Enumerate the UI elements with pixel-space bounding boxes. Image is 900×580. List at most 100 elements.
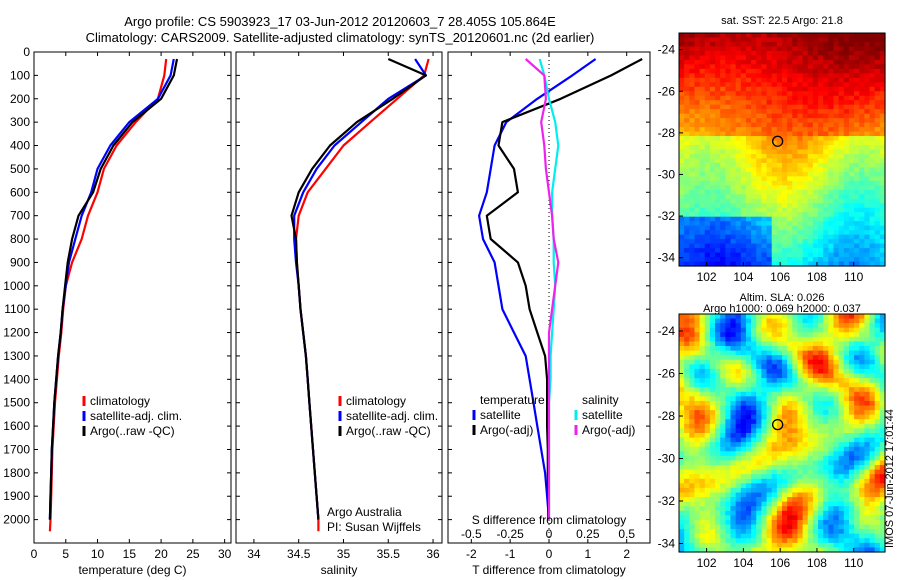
heatmap-cell [823,506,829,512]
heatmap-cell [802,86,809,92]
heatmap-cell [679,189,685,195]
heatmap-cell [818,248,824,254]
heatmap-cell [694,136,701,142]
heatmap-cell [761,221,768,227]
heatmap-cell [689,68,696,74]
heatmap-cell [807,359,814,365]
heatmap-cell [838,252,845,258]
heatmap-cell [715,474,721,480]
heatmap-cell [854,332,860,338]
heatmap-cell [787,100,793,106]
heatmap-cell [730,346,737,352]
heatmap-cell [704,355,711,361]
heatmap-cell [735,433,742,439]
heatmap-cell [818,127,824,133]
heatmap-cell [709,77,716,83]
heatmap-cell [725,318,732,324]
heatmap-cell [823,368,829,375]
heatmap-cell [818,378,824,384]
heatmap-cell [864,492,871,498]
heatmap-cell [709,519,716,526]
heatmap-cell [843,497,850,503]
heatmap-cell [879,212,886,218]
heatmap-cell [715,469,721,475]
heatmap-cell [859,410,865,416]
x-tick-label: -2 [466,547,477,561]
heatmap-cell [699,332,706,338]
heatmap-cell [776,336,783,343]
heatmap-cell [735,212,742,218]
heatmap-cell [792,478,799,484]
heatmap-cell [828,419,835,425]
heatmap-cell [859,346,865,352]
heatmap-cell [776,221,783,227]
heatmap-cell [740,180,747,186]
heatmap-cell [720,140,726,146]
heatmap-cell [843,234,850,240]
heatmap-cell [684,95,690,101]
heatmap-cell [751,519,757,526]
heatmap-cell [725,145,732,151]
heatmap-cell [725,171,732,177]
heatmap-cell [709,460,716,466]
heatmap-cell [751,46,757,52]
heatmap-cell [833,234,840,240]
heatmap-cell [699,524,706,530]
heatmap-cell [797,59,804,65]
heatmap-cell [715,239,721,245]
heatmap-cell [838,382,845,388]
heatmap-cell [771,41,778,48]
heatmap-cell [766,350,773,356]
heatmap-cell [874,167,881,173]
x-tick-label: 36 [426,547,440,561]
heatmap-cell [864,410,871,416]
heatmap-cell [879,82,886,88]
heatmap-cell [694,203,701,209]
heatmap-cell [859,91,865,97]
heatmap-cell [812,239,819,245]
heatmap-cell [859,510,865,516]
heatmap-cell [864,225,871,231]
heatmap-cell [843,68,850,74]
heatmap-cell [766,41,773,48]
heatmap-cell [833,95,840,101]
heatmap-cell [766,519,773,526]
heatmap-cell [771,77,778,83]
heatmap-cell [776,109,783,115]
heatmap-cell [776,442,783,448]
heatmap-cell [869,414,876,420]
heatmap-cell [730,109,737,115]
heatmap-cell [874,538,881,544]
heatmap-cell [797,419,804,425]
heatmap-cell [879,153,886,160]
heatmap-cell [854,104,860,110]
heatmap-cell [802,524,809,530]
heatmap-cell [704,446,711,452]
heatmap-cell [782,341,788,347]
heatmap-cell [879,221,886,227]
heatmap-cell [848,189,855,195]
heatmap-cell [838,419,845,425]
heatmap-cell [869,41,876,48]
heatmap-cell [869,469,876,475]
heatmap-cell [879,368,886,375]
heatmap-cell [823,158,829,164]
heatmap-cell [848,350,855,356]
heatmap-cell [787,221,793,227]
heatmap-cell [828,158,835,164]
heatmap-cell [735,252,742,258]
heatmap-cell [704,368,711,375]
heatmap-cell [766,497,773,503]
heatmap-cell [745,510,752,516]
heatmap-cell [684,547,690,553]
heatmap-cell [797,153,804,160]
heatmap-cell [704,185,711,191]
heatmap-cell [859,73,865,79]
heatmap-cell [689,41,696,48]
heatmap-cell [782,547,788,553]
heatmap-cell [833,167,840,173]
heatmap-cell [787,327,793,333]
heatmap-cell [812,396,819,402]
heatmap-cell [828,171,835,177]
heatmap-cell [838,91,845,97]
